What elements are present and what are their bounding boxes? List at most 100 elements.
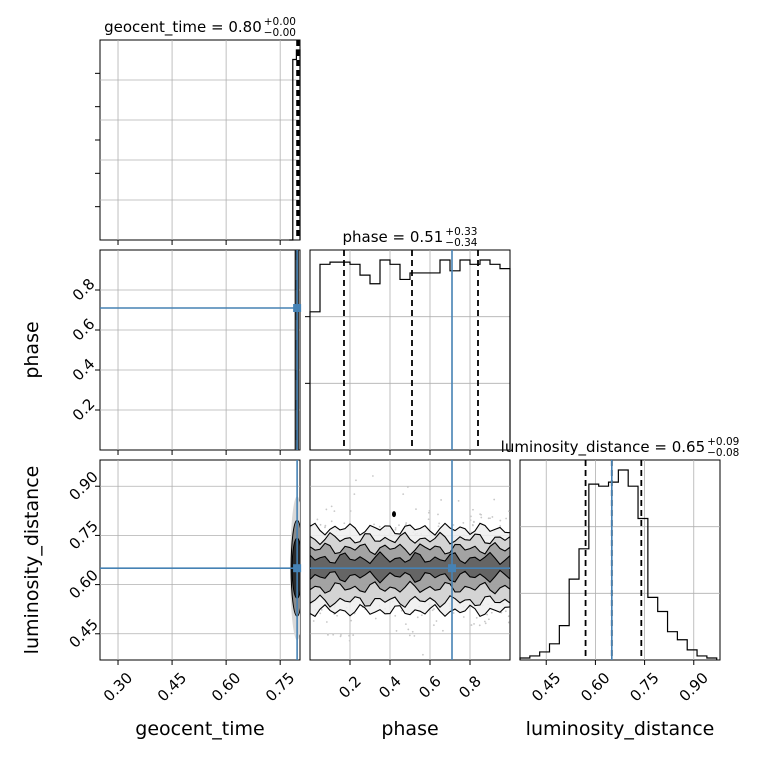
geocent-dist-ytick-label-0: 0.45 — [65, 615, 101, 651]
scatter-point — [348, 634, 351, 637]
scatter-point — [400, 609, 403, 612]
geocent-dist-ytick-label-1: 0.60 — [65, 566, 101, 602]
scatter-point — [355, 479, 357, 482]
scatter-point — [475, 616, 478, 619]
scatter-point — [404, 623, 407, 626]
scatter-point — [327, 633, 329, 636]
geocent-dist-xtick-label-0: 0.30 — [100, 669, 136, 705]
scatter-point — [413, 635, 416, 637]
scatter-point — [373, 523, 375, 526]
scatter-point — [507, 615, 510, 618]
dist-hist-xtick-label-0: 0.45 — [528, 669, 564, 705]
scatter-point — [408, 634, 411, 637]
scatter-point — [395, 630, 398, 632]
scatter-point — [339, 635, 342, 638]
scatter-point — [504, 610, 507, 613]
geocent-phase-ytick-label-0: 0.2 — [69, 395, 99, 425]
scatter-point — [405, 522, 408, 524]
scatter-point — [319, 523, 322, 526]
panel-frame-p22 — [519, 459, 721, 661]
phase-dist-xtick-label-3: 0.8 — [455, 672, 485, 702]
scatter-point — [487, 517, 490, 520]
scatter-point — [440, 499, 443, 501]
scatter-point — [479, 513, 482, 516]
scatter-point — [422, 653, 424, 656]
scatter-point — [490, 611, 493, 614]
scatter-point — [352, 634, 355, 636]
scatter-point — [378, 525, 381, 528]
scatter-point — [336, 614, 338, 617]
scatter-point — [462, 616, 465, 618]
scatter-point — [348, 639, 351, 642]
panel-frame-p10 — [99, 249, 301, 451]
scatter-point — [442, 629, 444, 632]
scatter-point — [406, 486, 409, 488]
scatter-point — [483, 620, 486, 623]
geocent-phase-ytick-label-2: 0.6 — [69, 315, 99, 345]
scatter-point — [472, 508, 474, 511]
scatter-point — [457, 499, 460, 502]
y-axis-label-luminosity-distance: luminosity_distance — [21, 466, 43, 655]
x-axis-label-geocent-time: geocent_time — [135, 718, 264, 740]
dist-hist-xtick-label-2: 0.75 — [626, 669, 662, 705]
scatter-point — [319, 612, 322, 615]
title-luminosity-distance-minus: −0.08 — [707, 447, 739, 459]
scatter-point — [371, 475, 374, 477]
title-geocent-time: geocent_time = 0.80 +0.00−0.00 — [104, 16, 296, 39]
scatter-point — [340, 634, 342, 636]
scatter-point — [350, 619, 353, 622]
scatter-point — [431, 609, 434, 612]
scatter-point — [330, 520, 333, 523]
scatter-point — [325, 621, 328, 623]
title-luminosity-distance-text: luminosity_distance = 0.65 — [501, 438, 705, 457]
scatter-point — [374, 617, 377, 620]
geocent-dist-ytick-label-2: 0.75 — [65, 517, 101, 553]
title-luminosity-distance-plus: +0.09 — [707, 436, 739, 448]
scatter-point — [478, 624, 481, 627]
scatter-point — [499, 525, 502, 527]
scatter-point — [404, 523, 407, 526]
scatter-point — [452, 612, 455, 614]
scatter-point — [398, 524, 400, 527]
geocent-phase-truth-marker — [293, 304, 302, 312]
scatter-point — [427, 518, 430, 521]
scatter-point — [452, 524, 455, 526]
phase-distance-density — [310, 475, 510, 656]
scatter-point — [493, 498, 496, 501]
scatter-point — [470, 624, 473, 626]
title-luminosity-distance: luminosity_distance = 0.65 +0.09−0.08 — [501, 436, 740, 459]
phase-dist-truth-marker — [448, 564, 456, 573]
title-geocent-time-plus: +0.00 — [264, 16, 296, 28]
scatter-point — [394, 527, 397, 529]
scatter-point — [462, 521, 465, 524]
scatter-point — [325, 508, 328, 511]
scatter-point — [324, 526, 326, 529]
title-phase-text: phase = 0.51 — [343, 228, 444, 246]
scatter-point — [394, 614, 397, 617]
geocent-dist-xtick-label-1: 0.45 — [154, 669, 190, 705]
scatter-point — [480, 516, 483, 519]
scatter-point — [438, 522, 441, 525]
geocent-phase-ytick-label-3: 0.8 — [69, 275, 99, 305]
panel-frame-p00 — [99, 39, 301, 241]
scatter-point — [470, 515, 472, 518]
scatter-point — [420, 614, 423, 617]
scatter-point — [332, 633, 335, 636]
scatter-point — [416, 616, 419, 619]
scatter-point — [428, 509, 431, 512]
title-geocent-time-text: geocent_time = 0.80 — [104, 18, 262, 37]
scatter-point — [343, 522, 346, 525]
phase-dist-xtick-label-2: 0.6 — [415, 672, 445, 702]
scatter-point — [508, 510, 510, 513]
x-axis-label-luminosity-distance: luminosity_distance — [526, 718, 715, 740]
scatter-point — [472, 520, 475, 523]
scatter-point — [491, 516, 494, 518]
luminosity-distance-histogram — [519, 469, 718, 660]
scatter-point — [394, 528, 397, 531]
scatter-point — [499, 519, 502, 522]
scatter-point — [402, 493, 405, 495]
scatter-point — [435, 620, 438, 622]
contour-island — [392, 511, 396, 518]
geocent-dist-xtick-label-2: 0.60 — [208, 669, 244, 705]
geocent-time-histogram — [289, 49, 301, 241]
